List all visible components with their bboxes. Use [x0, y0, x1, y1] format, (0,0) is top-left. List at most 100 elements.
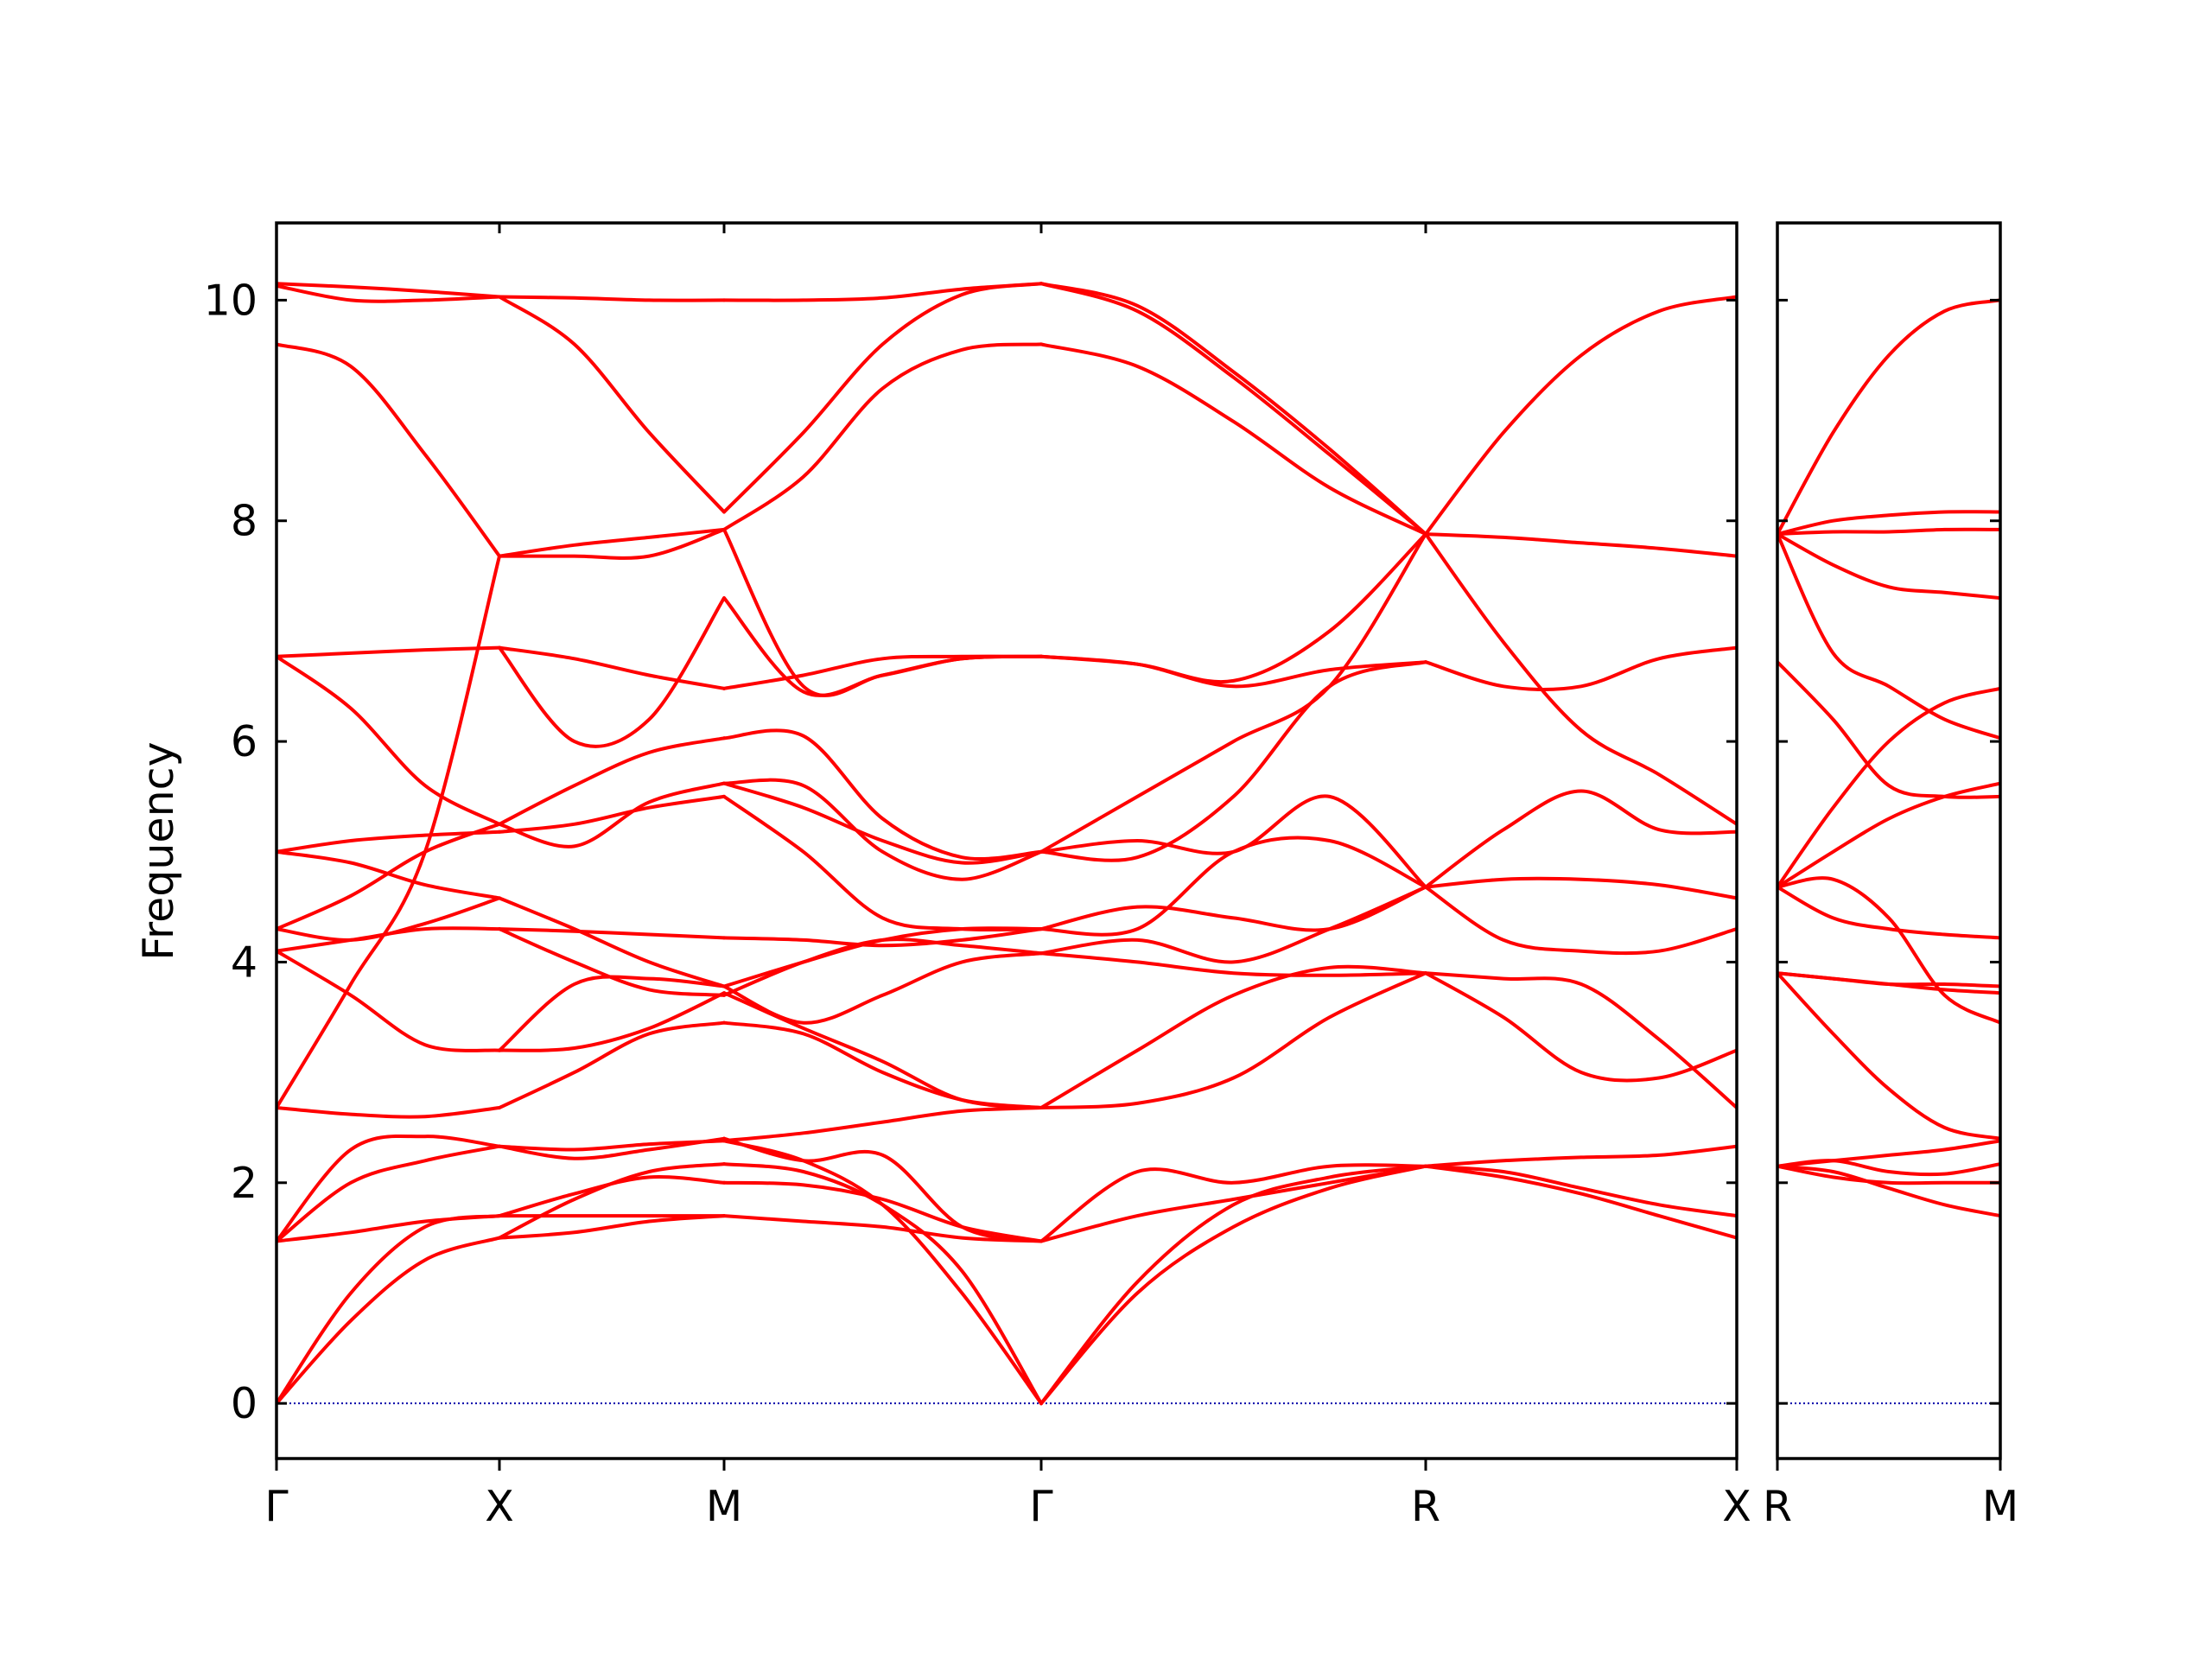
band-lines — [1777, 298, 2000, 1218]
band-line — [498, 927, 726, 997]
band-line — [1777, 1164, 2000, 1185]
band-line — [1777, 660, 2000, 799]
band-line — [1777, 971, 2000, 1141]
band-line — [1424, 1144, 1737, 1168]
band-line — [722, 794, 1043, 932]
band-line — [1777, 1159, 2000, 1177]
band-line — [1039, 964, 1427, 1109]
band-line — [1039, 1164, 1427, 1406]
band-line — [498, 991, 726, 1052]
band-line — [1039, 794, 1427, 889]
band-line — [498, 1136, 726, 1160]
band-line — [722, 778, 1043, 881]
band-line — [498, 596, 726, 748]
band-line — [1777, 885, 2000, 940]
band-line — [498, 927, 726, 940]
x-tick-label: Γ — [264, 1482, 289, 1531]
band-line — [1777, 532, 2000, 741]
x-tick-label: R — [1763, 1482, 1792, 1531]
band-line — [498, 295, 726, 514]
band-line — [1777, 876, 2000, 1025]
side-panel-frame — [1776, 221, 2002, 1460]
band-line — [276, 830, 501, 854]
band-line — [276, 849, 501, 900]
x-tick-label: Γ — [1029, 1482, 1053, 1531]
band-line — [1424, 885, 1737, 956]
band-lines — [276, 282, 1737, 1406]
band-line — [722, 951, 1043, 1025]
x-tick-label: M — [706, 1482, 742, 1531]
band-line — [1424, 645, 1737, 692]
x-tick-label: M — [1982, 1482, 2018, 1531]
band-line — [1039, 1164, 1427, 1243]
band-line — [1777, 298, 2000, 537]
band-line — [276, 1214, 501, 1243]
band-line — [1039, 342, 1427, 537]
band-line — [1039, 971, 1427, 1109]
band-line — [722, 1136, 1043, 1243]
band-line — [1777, 527, 2000, 537]
band-line — [1777, 510, 2000, 537]
y-ticks — [1777, 298, 2000, 1405]
band-line — [498, 794, 726, 834]
band-line — [276, 949, 501, 1052]
band-line — [1039, 1163, 1427, 1243]
band-line — [1039, 282, 1427, 537]
y-tick-label: 0 — [231, 1379, 257, 1428]
band-line — [722, 527, 1043, 697]
band-line — [498, 736, 726, 826]
band-line — [722, 1106, 1043, 1143]
band-line — [276, 1144, 501, 1243]
band-line — [1424, 532, 1737, 558]
band-line — [722, 728, 1043, 861]
band-line — [498, 645, 726, 690]
band-line — [276, 654, 501, 826]
band-line — [722, 781, 1043, 865]
band-line — [1039, 1164, 1427, 1406]
band-line — [276, 1134, 501, 1243]
band-line — [1039, 532, 1427, 684]
band-line — [276, 282, 501, 299]
band-line — [276, 896, 501, 942]
band-line — [722, 1162, 1043, 1406]
x-tick-label: R — [1411, 1482, 1440, 1531]
band-line — [1777, 971, 2000, 988]
band-line — [276, 1236, 501, 1406]
band-line — [276, 645, 501, 658]
band-line — [722, 927, 1043, 948]
band-line — [1039, 532, 1427, 854]
band-line — [498, 527, 726, 558]
band-line — [1039, 885, 1427, 932]
band-line — [276, 1106, 501, 1119]
band-line — [1424, 971, 1737, 1109]
band-line — [722, 342, 1043, 531]
band-line — [1039, 885, 1427, 964]
band-line — [1039, 282, 1427, 537]
y-tick-label: 8 — [231, 497, 257, 546]
band-line — [498, 1020, 726, 1109]
band-line — [722, 1139, 1043, 1406]
band-line — [276, 342, 501, 558]
y-tick-label: 2 — [231, 1159, 257, 1208]
band-line — [1424, 971, 1737, 1083]
y-tick-label: 6 — [231, 717, 257, 766]
band-line — [1424, 1164, 1737, 1218]
band-line — [498, 781, 726, 849]
band-line — [276, 283, 501, 303]
main-panel-frame — [275, 221, 1738, 1460]
band-line — [498, 527, 726, 560]
band-line — [1777, 686, 2000, 889]
band-line — [1039, 951, 1427, 977]
band-line — [722, 282, 1043, 302]
main-panel: 0 2 4 6 8 10 Γ X M Γ R X — [204, 221, 1751, 1531]
band-line — [722, 1214, 1043, 1243]
band-line — [498, 1162, 726, 1240]
x-tick-label: X — [1722, 1482, 1751, 1531]
band-line — [1777, 532, 2000, 601]
x-tick-label: X — [485, 1482, 514, 1531]
y-tick-label: 4 — [231, 938, 257, 987]
